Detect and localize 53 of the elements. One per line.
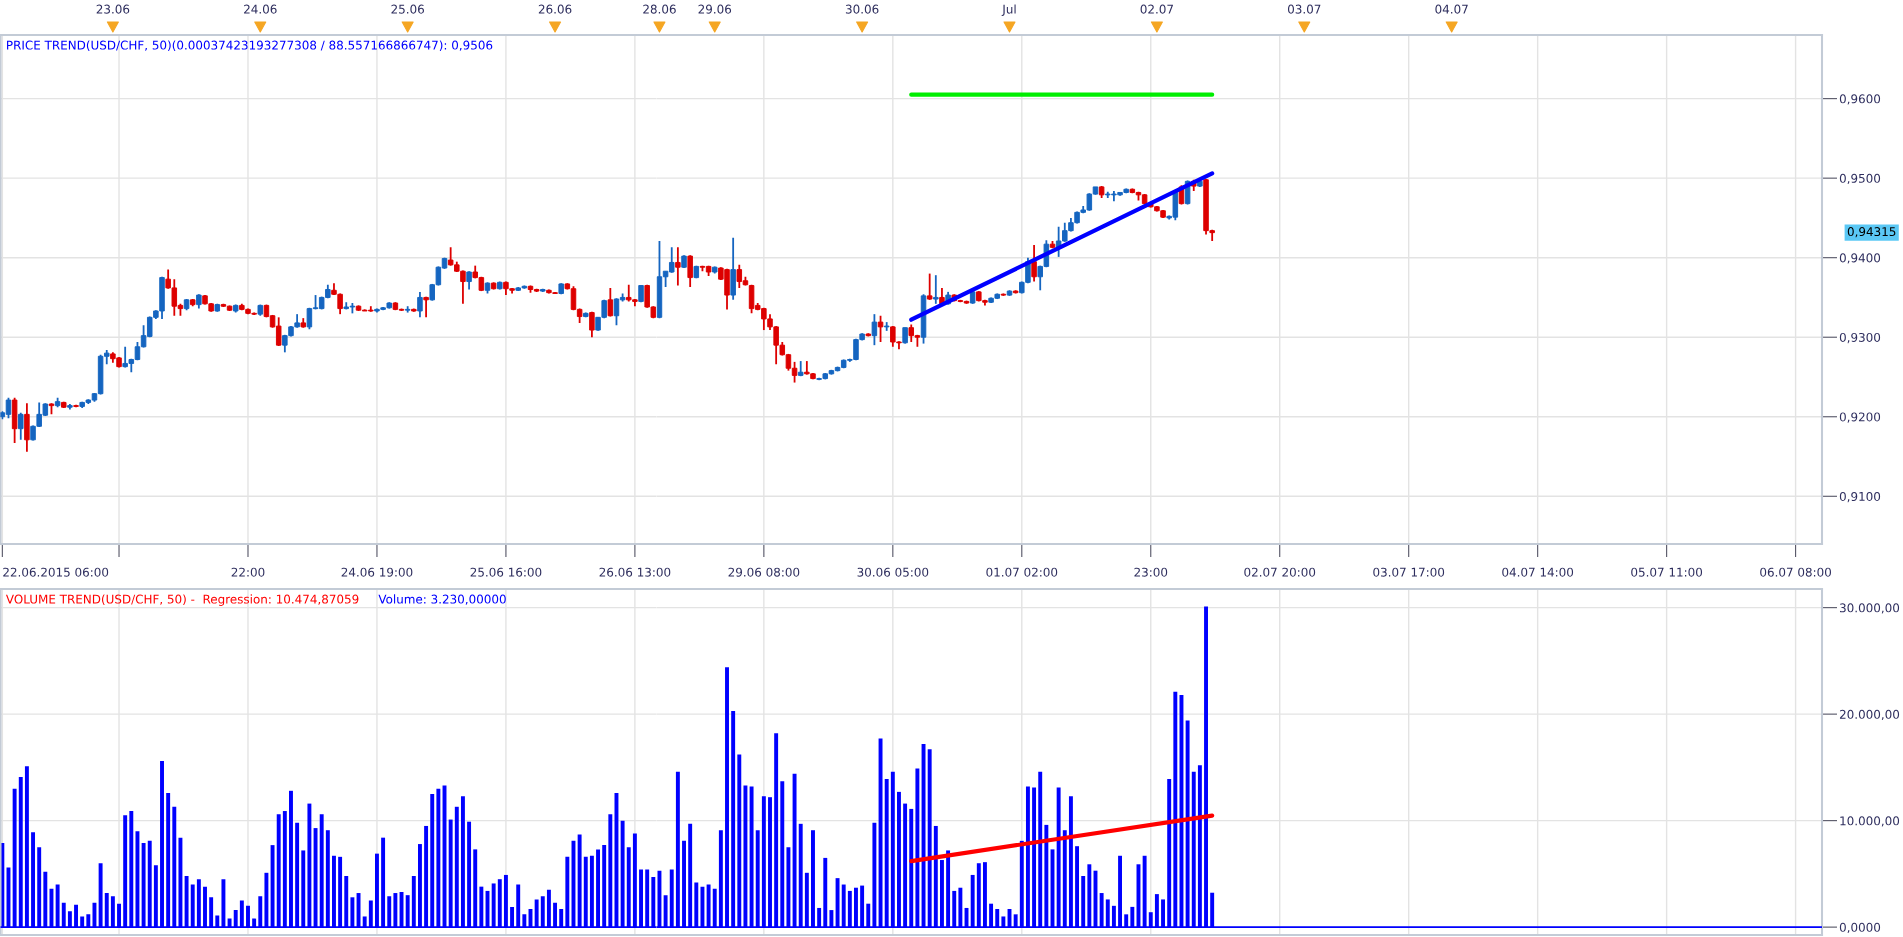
text: VOLUME TREND(USD/CHF, 50) - Regression: 10.474,87059 (5, 594, 359, 606)
x2-tick-label: 28.06 (643, 4, 676, 14)
x-tick-label: 29.06 08:00 (728, 567, 800, 577)
text: PRICE TREND(USD/CHF, 50)(0.00037423193277308 / 88.557166866747): 0,9506 (7, 40, 493, 52)
x2-tick-label: 29.06 (698, 4, 732, 14)
candlestick (607, 287, 614, 318)
candlestick (589, 310, 595, 339)
x-tick-label: 03.07 17:00 (1373, 567, 1445, 577)
x2-tick-label: 23.06 (96, 4, 130, 14)
x-tick-label: 01.07 02:00 (986, 567, 1058, 577)
x-tick-label: 22.06.2015 06:00 (3, 567, 109, 577)
y-tick-label: 0,0000 (1839, 922, 1881, 934)
candlestick (877, 314, 884, 343)
x2-tick-label: 30.06 (845, 4, 879, 14)
x-tick-label: 02.07 20:00 (1244, 567, 1316, 577)
x-tick-label: 23:00 (1134, 567, 1168, 577)
candlestick (466, 270, 472, 291)
x-tick-label: 30.06 05:00 (857, 567, 929, 577)
candlestick (926, 272, 933, 301)
candlestick (933, 274, 939, 305)
x2-tick-label: 03.07 (1287, 4, 1321, 14)
x-tick-label: 22:00 (231, 567, 265, 577)
x-tick-label: 06.07 08:00 (1760, 567, 1832, 577)
y-tick-label: 0,9500 (1839, 173, 1881, 185)
candlestick (5, 396, 12, 420)
candlestick (404, 305, 411, 314)
x2-tick-label: 04.07 (1435, 4, 1468, 14)
y-tick-label: 10.000,00 (1840, 816, 1900, 827)
x-tick-label: 04.07 14:00 (1502, 567, 1574, 577)
x-tick-label: 05.07 11:00 (1631, 567, 1703, 577)
y-tick-label: 0,9400 (1839, 253, 1881, 264)
candlestick (871, 313, 878, 347)
y-tick-label: 20.000,00 (1839, 709, 1900, 721)
y-tick-label: 30.000,00 (1839, 603, 1900, 614)
x2-tick-label: Jul (1001, 4, 1016, 16)
x2-tick-label: 25.06 (391, 4, 425, 14)
candlestick (417, 290, 423, 319)
y-tick-label: 0,9600 (1839, 94, 1881, 105)
y-tick-label: 0,9200 (1839, 412, 1881, 423)
x2-tick-label: 26.06 (538, 4, 572, 14)
text: 0,94315 (1847, 227, 1896, 238)
candlestick (687, 254, 693, 289)
y-tick-label: 0,9100 (1839, 491, 1881, 503)
x-tick-label: 24.06 19:00 (341, 567, 413, 577)
candlestick (1031, 244, 1037, 283)
text: Volume: 3.230,00000 (378, 594, 506, 605)
x-tick-label: 25.06 16:00 (470, 567, 542, 577)
x2-tick-label: 24.06 (244, 4, 277, 14)
x-tick-label: 26.06 13:00 (599, 567, 671, 577)
x2-tick-label: 02.07 (1140, 4, 1173, 14)
y-tick-label: 0,9300 (1839, 332, 1881, 344)
candlestick (675, 246, 681, 287)
candlestick (18, 411, 24, 441)
